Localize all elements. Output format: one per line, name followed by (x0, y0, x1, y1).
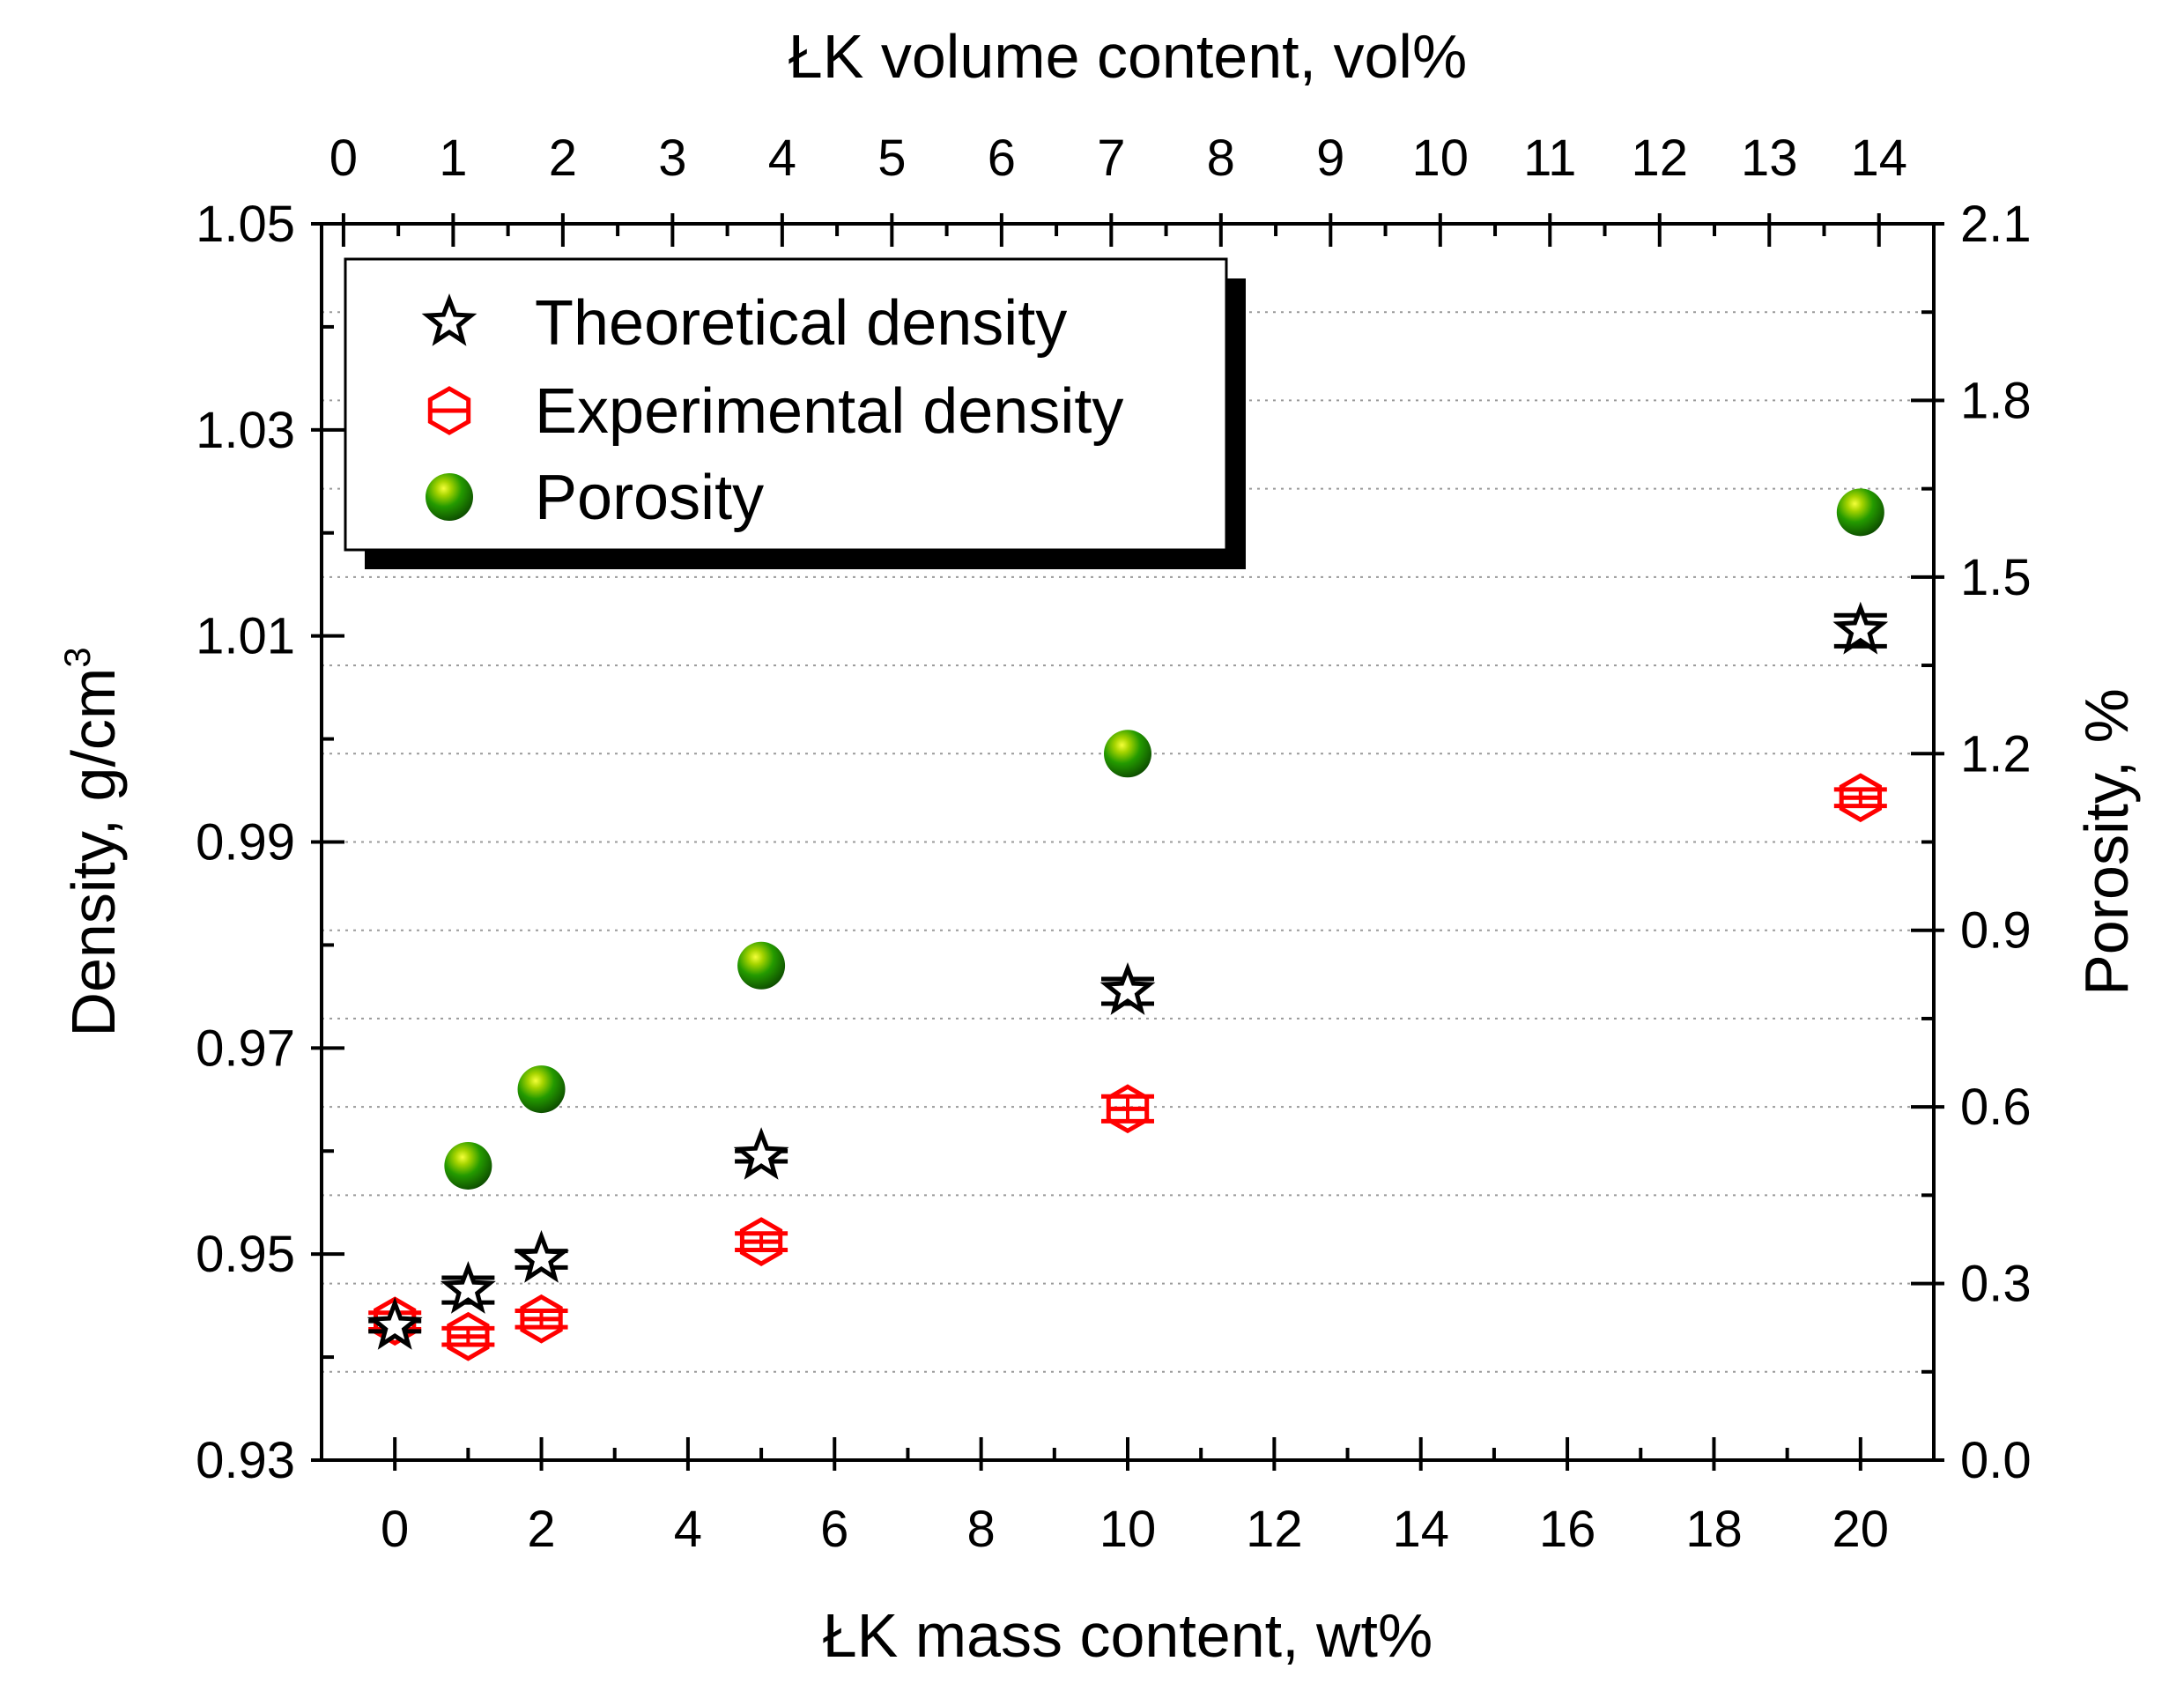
theoretical-density-point (1832, 601, 1889, 655)
x2-tick-label: 1 (439, 130, 467, 187)
y2-tick-label: 1.2 (1960, 725, 2032, 782)
y-tick-label: 1.01 (196, 608, 295, 665)
experimental-density-point (520, 1294, 563, 1344)
top-x-axis-title: ŁK volume content, vol% (788, 22, 1467, 91)
x-tick-label: 0 (381, 1501, 409, 1558)
theoretical-density-point (514, 1229, 570, 1283)
porosity-point (517, 1065, 566, 1114)
theoretical-density-point (1099, 961, 1156, 1015)
x2-tick-label: 8 (1207, 130, 1235, 187)
y-tick-label: 0.93 (196, 1432, 295, 1489)
legend-sphere-marker (426, 473, 473, 521)
experimental-density-point (1106, 1084, 1150, 1134)
series-theoretical-density (366, 601, 1889, 1350)
porosity-point (1104, 730, 1151, 778)
legend-box (344, 257, 1228, 552)
x2-tick-label: 12 (1632, 130, 1689, 187)
experimental-density-point (447, 1311, 490, 1361)
data-points (366, 488, 1889, 1361)
legend: Theoretical density Experimental density P… (344, 257, 1246, 569)
x-axis-title: ŁK mass content, wt% (823, 1601, 1433, 1670)
x2-tick-label: 3 (658, 130, 686, 187)
x-tick-label: 10 (1099, 1501, 1157, 1558)
x-tick-label: 14 (1392, 1501, 1449, 1558)
x2-tick-label: 7 (1097, 130, 1125, 187)
x2-tick-label: 9 (1316, 130, 1344, 187)
y-tick-label: 0.95 (196, 1226, 295, 1283)
x-tick-label: 2 (527, 1501, 555, 1558)
y2-tick-label: 0.3 (1960, 1256, 2032, 1313)
legend-label: Porosity (535, 463, 764, 533)
axis-ticks: 0 2 4 6 8 10 12 14 16 18 200 1 2 3 4 5 6 7 8 9 10 11 12 13 140.9… (196, 130, 2032, 1558)
y-tick-label: 0.97 (196, 1020, 295, 1077)
x2-tick-label: 5 (877, 130, 906, 187)
experimental-density-point (739, 1217, 783, 1266)
x2-tick-label: 6 (988, 130, 1016, 187)
right-y-axis-title: Porosity, % (2072, 688, 2141, 996)
y2-tick-label: 0.0 (1960, 1432, 2032, 1489)
x2-tick-label: 0 (329, 130, 358, 187)
porosity-point (1836, 488, 1884, 537)
legend-label: Experimental density (535, 376, 1123, 447)
porosity-point (737, 941, 786, 990)
series-porosity (444, 488, 1884, 1190)
y2-tick-label: 2.1 (1960, 196, 2032, 253)
x-tick-label: 18 (1685, 1501, 1743, 1558)
x-tick-label: 16 (1539, 1501, 1596, 1558)
x-tick-label: 6 (820, 1501, 848, 1558)
y-tick-label: 1.03 (196, 402, 295, 459)
x2-tick-label: 14 (1850, 130, 1907, 187)
legend-label: Theoretical density (535, 288, 1067, 359)
experimental-density-point (1839, 773, 1882, 823)
theoretical-density-point (366, 1296, 423, 1350)
y2-tick-label: 1.5 (1960, 549, 2032, 606)
porosity-point (444, 1141, 492, 1190)
experimental-density-point (374, 1296, 417, 1346)
y2-tick-label: 0.9 (1960, 902, 2032, 960)
y-axis-title: Density, g/cm3 (56, 647, 128, 1036)
y2-tick-label: 1.8 (1960, 372, 2032, 429)
series-experimental-density (368, 773, 1887, 1361)
x2-tick-label: 4 (768, 130, 796, 187)
x2-tick-label: 13 (1741, 130, 1798, 187)
theoretical-density-point (733, 1127, 789, 1180)
y2-tick-label: 0.6 (1960, 1079, 2032, 1136)
x-tick-label: 20 (1832, 1501, 1890, 1558)
x2-tick-label: 2 (549, 130, 577, 187)
x-tick-label: 4 (674, 1501, 702, 1558)
x2-tick-label: 11 (1523, 130, 1576, 187)
theoretical-density-point (440, 1261, 496, 1314)
y-axis-title-superscript: 3 (56, 647, 98, 667)
x2-tick-label: 10 (1412, 130, 1470, 187)
legend-hexagon-marker (427, 386, 471, 435)
x-tick-label: 8 (967, 1501, 996, 1558)
legend-star-marker (421, 293, 478, 346)
x-tick-label: 12 (1246, 1501, 1303, 1558)
y-tick-label: 0.99 (196, 814, 295, 871)
y-tick-label: 1.05 (196, 196, 295, 253)
